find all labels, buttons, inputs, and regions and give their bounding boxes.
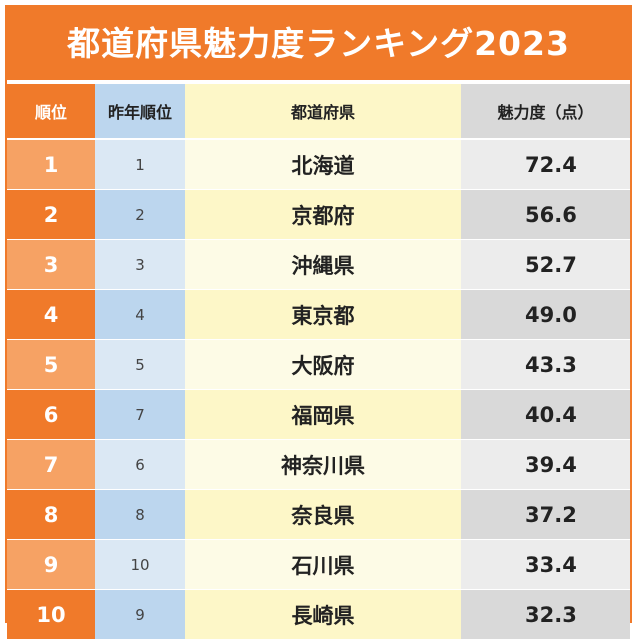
rank-cell: 6 — [7, 389, 95, 440]
table-row: 3 3 沖縄県 52.7 — [7, 239, 630, 290]
rank-cell: 7 — [7, 439, 95, 490]
score-cell: 72.4 — [461, 139, 630, 190]
prefecture-cell: 石川県 — [185, 539, 461, 590]
rank-cell: 5 — [7, 339, 95, 390]
prefecture-cell: 大阪府 — [185, 339, 461, 390]
table-header-row: 順位 昨年順位 都道府県 魅力度（点） — [7, 84, 630, 140]
prev-rank-cell: 10 — [95, 539, 185, 590]
prefecture-cell: 神奈川県 — [185, 439, 461, 490]
table-row: 6 7 福岡県 40.4 — [7, 389, 630, 440]
rank-cell: 10 — [7, 589, 95, 640]
score-cell: 32.3 — [461, 589, 630, 640]
score-cell: 49.0 — [461, 289, 630, 340]
header-prev-rank: 昨年順位 — [95, 84, 185, 140]
header-prefecture: 都道府県 — [185, 84, 461, 140]
score-cell: 37.2 — [461, 489, 630, 540]
prev-rank-cell: 4 — [95, 289, 185, 340]
rank-cell: 4 — [7, 289, 95, 340]
score-cell: 33.4 — [461, 539, 630, 590]
prev-rank-cell: 8 — [95, 489, 185, 540]
table-row: 5 5 大阪府 43.3 — [7, 339, 630, 390]
rank-cell: 8 — [7, 489, 95, 540]
prefecture-cell: 奈良県 — [185, 489, 461, 540]
rank-cell: 2 — [7, 189, 95, 240]
table-row: 1 1 北海道 72.4 — [7, 139, 630, 190]
score-cell: 52.7 — [461, 239, 630, 290]
table-row: 4 4 東京都 49.0 — [7, 289, 630, 340]
score-cell: 39.4 — [461, 439, 630, 490]
score-cell: 56.6 — [461, 189, 630, 240]
prev-rank-cell: 7 — [95, 389, 185, 440]
score-cell: 40.4 — [461, 389, 630, 440]
table-row: 2 2 京都府 56.6 — [7, 189, 630, 240]
prev-rank-cell: 5 — [95, 339, 185, 390]
prev-rank-cell: 9 — [95, 589, 185, 640]
table-row: 7 6 神奈川県 39.4 — [7, 439, 630, 490]
ranking-table: 順位 昨年順位 都道府県 魅力度（点） 1 1 北海道 72.4 2 2 京都府… — [7, 84, 630, 640]
rank-cell: 9 — [7, 539, 95, 590]
page-title: 都道府県魅力度ランキング2023 — [7, 7, 630, 80]
prefecture-cell: 福岡県 — [185, 389, 461, 440]
prefecture-cell: 京都府 — [185, 189, 461, 240]
ranking-frame: 都道府県魅力度ランキング2023 順位 昨年順位 都道府県 魅力度（点） 1 1… — [5, 5, 632, 640]
prev-rank-cell: 3 — [95, 239, 185, 290]
header-rank: 順位 — [7, 84, 95, 140]
table-row: 10 9 長崎県 32.3 — [7, 589, 630, 640]
prefecture-cell: 東京都 — [185, 289, 461, 340]
table-row: 8 8 奈良県 37.2 — [7, 489, 630, 540]
prefecture-cell: 沖縄県 — [185, 239, 461, 290]
table-row: 9 10 石川県 33.4 — [7, 539, 630, 590]
prev-rank-cell: 1 — [95, 139, 185, 190]
prev-rank-cell: 2 — [95, 189, 185, 240]
rank-cell: 3 — [7, 239, 95, 290]
header-score: 魅力度（点） — [461, 84, 630, 140]
prefecture-cell: 長崎県 — [185, 589, 461, 640]
prev-rank-cell: 6 — [95, 439, 185, 490]
score-cell: 43.3 — [461, 339, 630, 390]
rank-cell: 1 — [7, 139, 95, 190]
prefecture-cell: 北海道 — [185, 139, 461, 190]
